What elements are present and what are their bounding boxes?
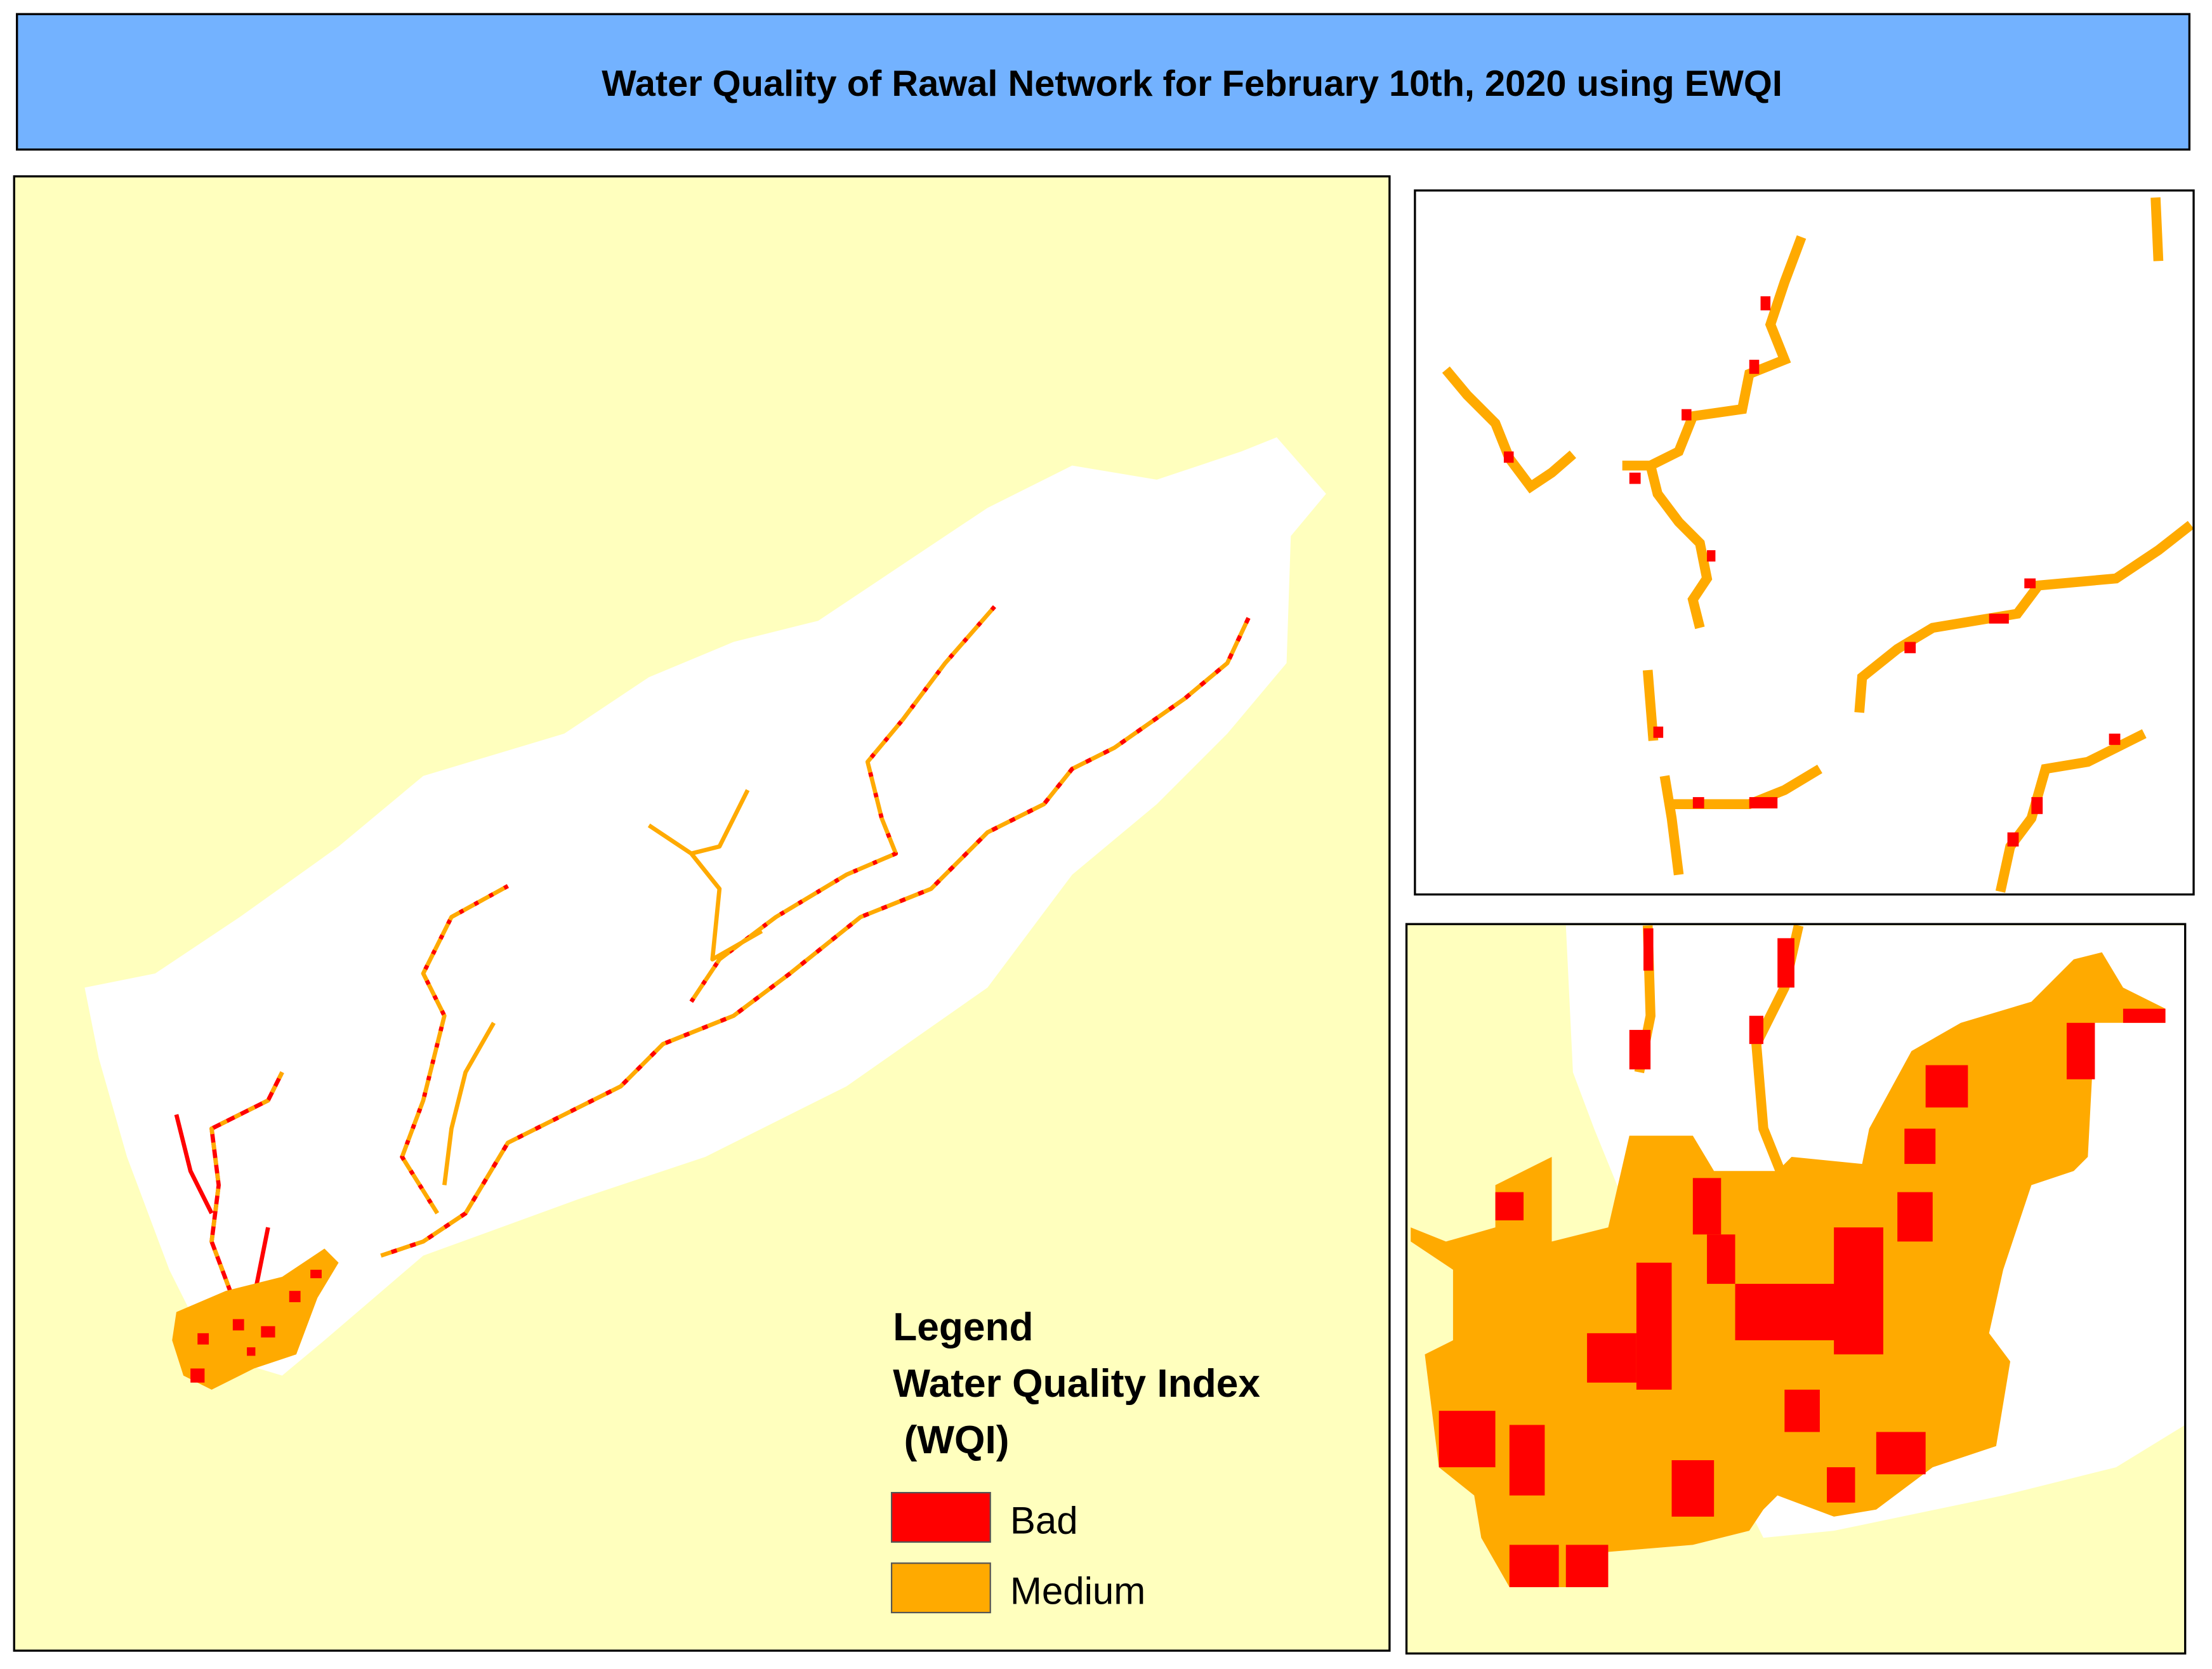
legend-swatch [890,1491,991,1543]
cell [1904,1128,1936,1164]
main-frame [13,175,1391,1652]
cell [1749,1015,1763,1045]
cell [1587,1333,1636,1383]
main-map [14,176,1390,1651]
cell [1636,1262,1672,1390]
cell [1749,359,1760,374]
cell [2123,1008,2166,1023]
cell [1509,1545,1559,1588]
cell [1749,797,1778,808]
cell [1735,1284,1841,1341]
cell [1897,1192,1933,1242]
watershed [84,437,1326,1376]
cell [2007,832,2019,847]
cell [1692,797,1704,808]
cell [1495,1192,1524,1221]
cell [190,1368,205,1383]
river [380,617,1251,1258]
cell [1760,296,1771,311]
cell [261,1326,275,1338]
cell [2109,734,2121,745]
cell [1671,1460,1715,1517]
river-bad [400,884,509,1215]
legend-subtitle: (WQI) [893,1418,1009,1462]
river [209,1071,284,1299]
cell [1925,1065,1968,1108]
cell [289,1291,301,1302]
inset-bottom-frame [1405,923,2187,1655]
cell [1707,550,1716,562]
cell [2066,1022,2095,1079]
cell [1784,1389,1820,1432]
cell [1629,1029,1651,1070]
cell [1509,1425,1545,1496]
cell [1503,451,1514,463]
cell [247,1347,256,1356]
outlet-area [172,1248,339,1390]
inset-bottom [1406,924,2185,1654]
cell [1643,928,1654,971]
cell [197,1333,209,1345]
cell [1904,642,1916,654]
cell [2024,578,2036,589]
map-title: Water Quality of Rawal Network for Febru… [602,63,1782,104]
outlet-bad-cells [190,1269,322,1383]
cell [1653,726,1664,738]
river [647,789,763,962]
title-bar [16,13,2191,151]
cell [310,1269,322,1279]
river [442,1022,496,1185]
cell [1565,1545,1609,1588]
legend-subtitle: Water Quality Index [893,1362,1260,1406]
river [1442,197,2164,630]
legend-label: Medium [1010,1570,1145,1613]
cell [232,1319,244,1331]
cell [1692,1178,1722,1235]
cell [1629,472,1641,484]
cell [1707,1234,1735,1284]
cell [1682,409,1692,421]
legend-title: Legend [893,1305,1033,1349]
cell [1827,1467,1855,1503]
cell [1876,1432,1926,1475]
medium-area [1411,952,2166,1588]
cell [1438,1411,1496,1468]
cell [1777,938,1794,988]
bad-cells [1438,928,2166,1588]
legend-label: Bad [1010,1500,1078,1542]
rivers [174,605,1251,1299]
cell [2031,797,2043,814]
cell [1834,1227,1883,1355]
legend-items: Bad Medium [890,1491,1145,1614]
bad-cells [1503,296,2121,847]
inset-top [1414,190,2194,895]
background [1414,190,2194,895]
legend-swatch [890,1562,991,1614]
inset-top-frame [1414,189,2195,896]
cell [1989,614,2009,624]
